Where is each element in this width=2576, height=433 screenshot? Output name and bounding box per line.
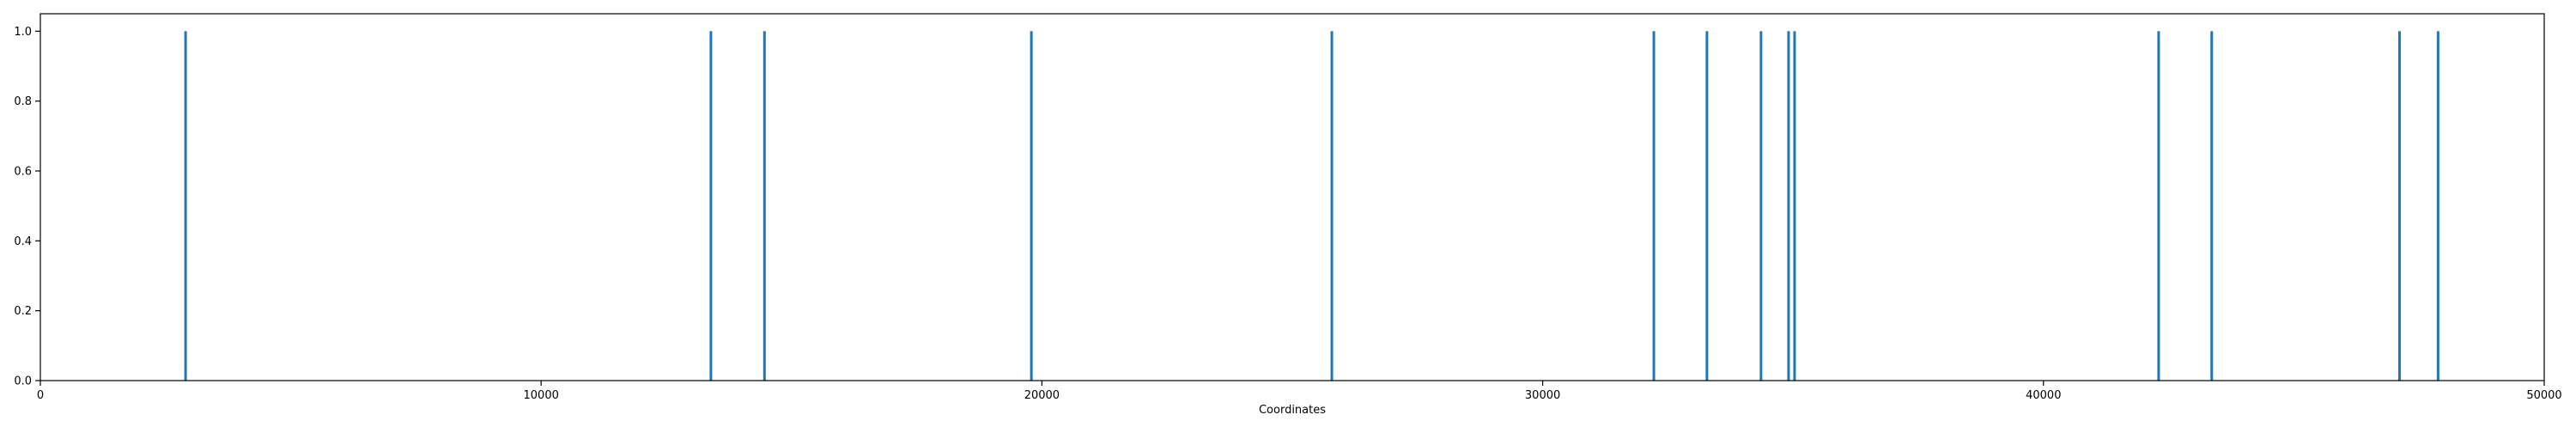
x-tick-label: 0 — [37, 389, 44, 402]
bar — [184, 31, 187, 381]
x-axis-label: Coordinates — [1259, 404, 1326, 417]
x-tick-label: 20000 — [1024, 389, 1060, 402]
bar — [1793, 31, 1796, 381]
bars-layer — [184, 31, 2439, 381]
bar — [2157, 31, 2160, 381]
bar — [1787, 31, 1790, 381]
y-tick-label: 0.4 — [14, 235, 32, 248]
x-tick-label: 40000 — [2026, 389, 2061, 402]
x-tick-label: 30000 — [1525, 389, 1560, 402]
plot-frame — [39, 13, 2545, 381]
bar — [1330, 31, 1334, 381]
bar — [1705, 31, 1709, 381]
x-tick-label: 10000 — [524, 389, 559, 402]
bar — [1652, 31, 1656, 381]
x-tick-label: 50000 — [2526, 389, 2561, 402]
bar — [2210, 31, 2214, 381]
y-tick-label: 0.2 — [14, 305, 32, 318]
bar — [2436, 31, 2439, 381]
y-tick-label: 0.6 — [14, 166, 32, 179]
bar — [1759, 31, 1763, 381]
y-tick-label: 1.0 — [14, 26, 32, 39]
bar — [709, 31, 713, 381]
y-tick-label: 0.0 — [14, 375, 32, 388]
bar — [2397, 31, 2401, 381]
axes-layer: 0 10000 20000 30000 40000 50000 0.0 0.2 0.4 0.6 0.… — [14, 13, 2562, 402]
bar — [1030, 31, 1033, 381]
bar — [762, 31, 766, 381]
y-tick-label: 0.8 — [14, 95, 32, 108]
